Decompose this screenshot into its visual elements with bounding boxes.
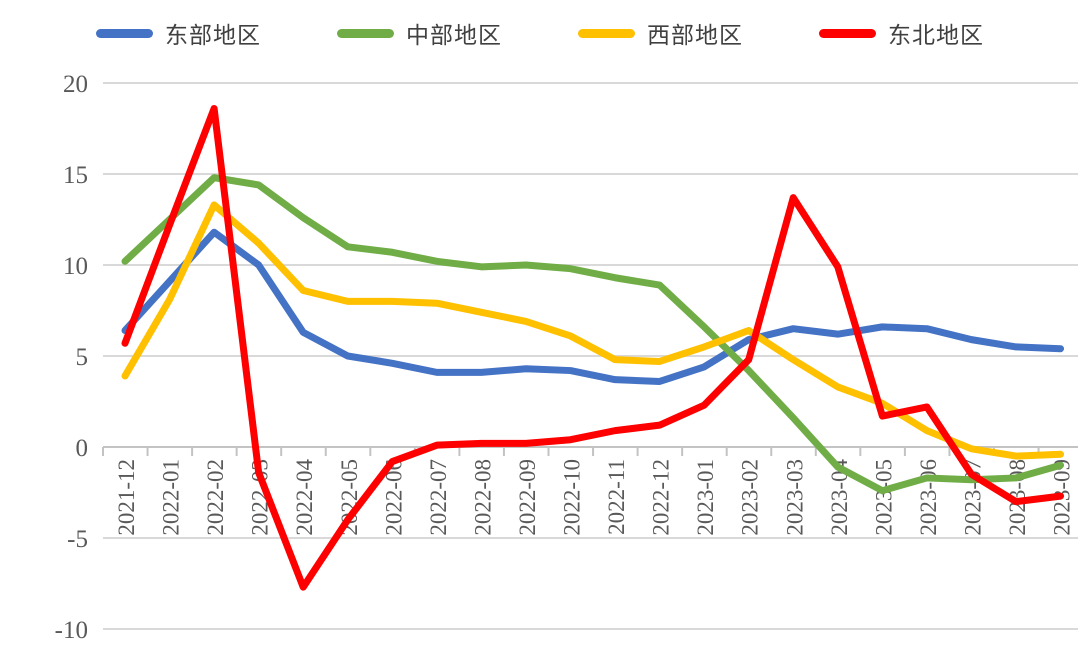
series-line-northeast	[121, 104, 1065, 591]
y-tick-label: 20	[63, 71, 88, 98]
legend-swatch-northeast	[819, 28, 876, 38]
chart-legend: 东部地区 中部地区 西部地区 东北地区	[0, 16, 1080, 50]
y-tick-label: 5	[76, 344, 89, 371]
x-tick-label: 2022-01	[159, 459, 184, 536]
legend-swatch-west	[578, 28, 635, 38]
x-tick-label: 2022-12	[649, 459, 674, 536]
x-tick-label: 2022-08	[470, 459, 495, 536]
x-tick-label: 2023-02	[738, 459, 763, 536]
series-line-central	[121, 174, 1065, 495]
x-tick-label: 2021-12	[114, 459, 139, 536]
x-tick-label: 2022-02	[203, 459, 228, 536]
legend-swatch-east	[96, 28, 153, 38]
x-tick-label: 2022-04	[292, 459, 317, 536]
legend-item-west: 西部地区	[578, 16, 743, 50]
x-tick-label: 2022-07	[426, 459, 451, 536]
x-tick-label: 2023-03	[782, 459, 807, 536]
legend-label-west: 西部地区	[647, 23, 743, 48]
legend-label-northeast: 东北地区	[888, 23, 984, 48]
legend-item-northeast: 东北地区	[819, 16, 984, 50]
legend-item-central: 中部地区	[337, 16, 502, 50]
x-tick-label: 2023-01	[693, 459, 718, 536]
y-tick-label: -5	[67, 526, 88, 553]
x-tick-label: 2022-10	[560, 459, 585, 536]
x-tick-label: 2023-06	[916, 459, 941, 536]
x-tick-label: 2023-05	[871, 459, 896, 536]
y-tick-label: 15	[63, 162, 88, 189]
series-line-west	[121, 201, 1065, 460]
x-tick-label: 2022-11	[604, 459, 629, 535]
x-tick-label: 2022-05	[337, 459, 362, 536]
x-tick-label: 2022-09	[515, 459, 540, 536]
legend-label-east: 东部地区	[165, 23, 261, 48]
series-line-east	[121, 228, 1065, 385]
legend-swatch-central	[337, 28, 394, 38]
y-tick-label: 0	[76, 435, 89, 462]
y-tick-label: -10	[55, 617, 88, 644]
y-tick-label: 10	[63, 253, 88, 280]
legend-label-central: 中部地区	[406, 23, 502, 48]
legend-item-east: 东部地区	[96, 16, 261, 50]
